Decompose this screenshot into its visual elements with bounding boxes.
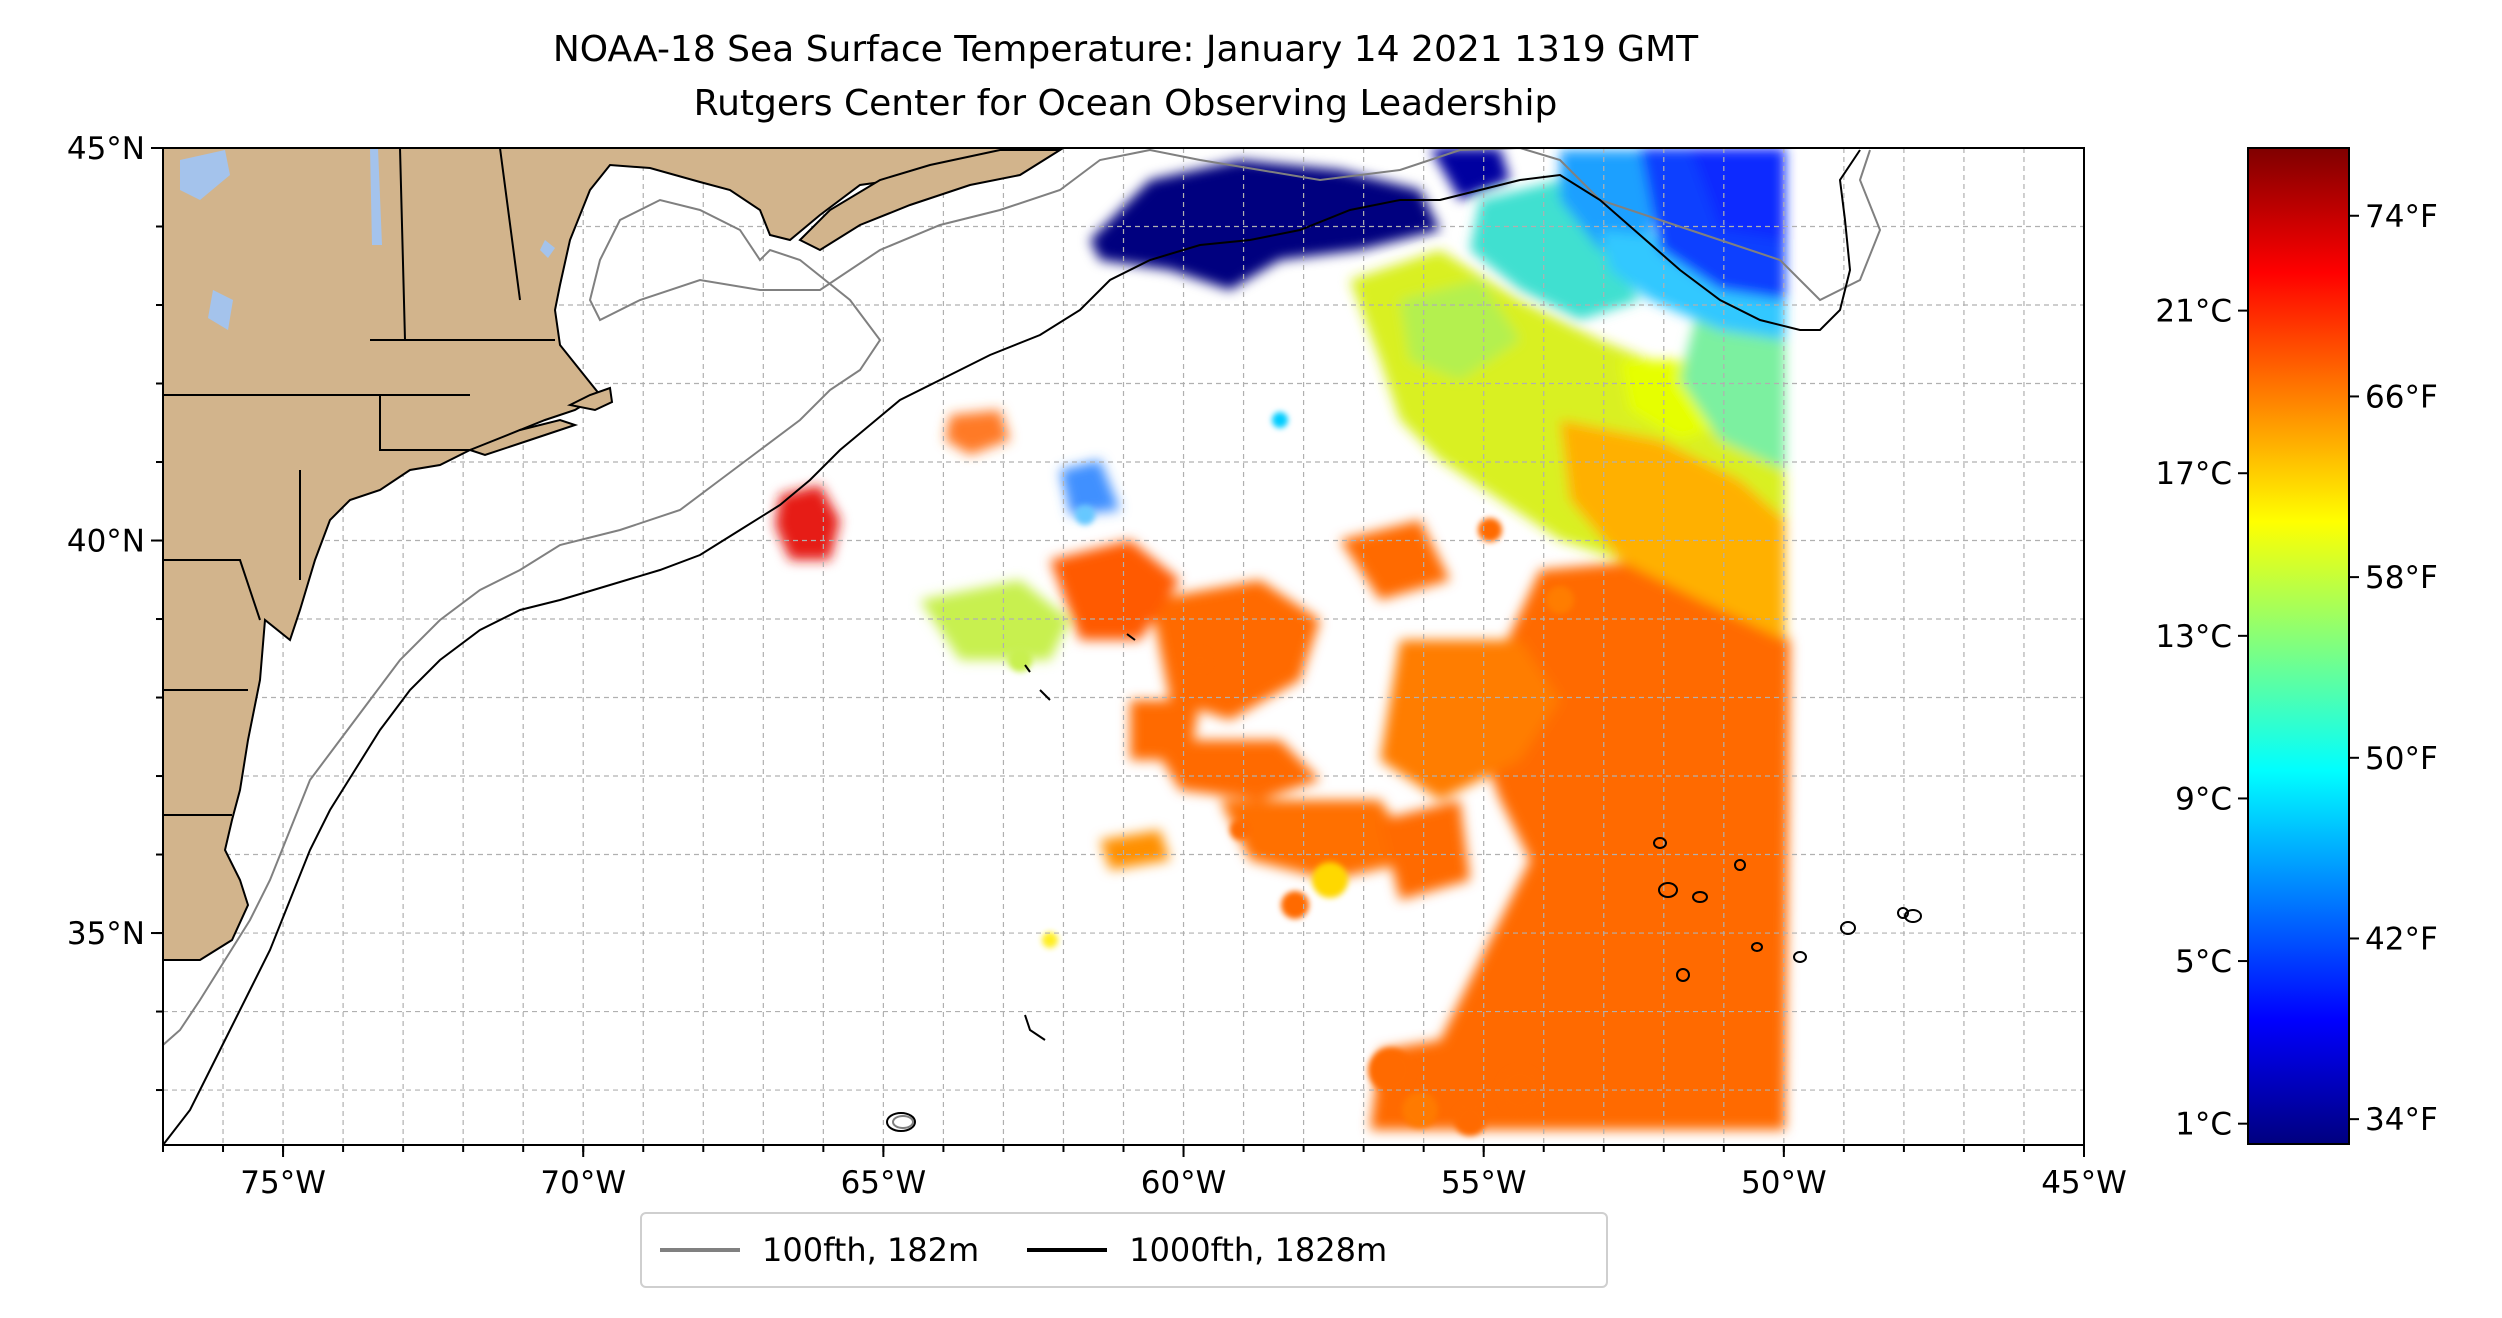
fahrenheit-tick-label: 58°F [2365, 560, 2438, 596]
celsius-tick-label: 1°C [2175, 1107, 2232, 1143]
legend-item-1000fth: 1000fth, 1828m [1027, 1231, 1387, 1269]
sst-data-layer [775, 148, 1790, 1136]
legend-label-100fth: 100fth, 182m [762, 1231, 980, 1269]
lat-tick-label: 40°N [67, 524, 145, 560]
lon-tick-label: 50°W [1741, 1165, 1827, 1201]
fahrenheit-tick-label: 34°F [2365, 1102, 2438, 1138]
colorbar-celsius-ticks: 1°C 5°C 9°C 13°C 17°C 21°C [2155, 294, 2248, 1143]
land-layer [163, 148, 1064, 961]
isobath-legend: 100fth, 182m 1000fth, 1828m [640, 1212, 1608, 1288]
celsius-tick-label: 21°C [2155, 294, 2232, 330]
legend-line-100fth [660, 1248, 740, 1252]
colorbar-fahrenheit-ticks: 34°F 42°F 50°F 58°F 66°F 74°F [2349, 199, 2438, 1138]
map-title: NOAA-18 Sea Surface Temperature: January… [552, 29, 1699, 70]
fahrenheit-tick-label: 42°F [2365, 921, 2438, 957]
map-subtitle: Rutgers Center for Ocean Observing Leade… [693, 83, 1558, 124]
fahrenheit-tick-label: 50°F [2365, 741, 2438, 777]
lat-tick-label: 45°N [67, 131, 145, 167]
fahrenheit-tick-label: 66°F [2365, 379, 2438, 415]
legend-label-1000fth: 1000fth, 1828m [1129, 1231, 1388, 1269]
legend-item-100fth: 100fth, 182m [660, 1231, 979, 1269]
isobath-100fth [163, 148, 1882, 1046]
lon-tick-label: 75°W [240, 1165, 326, 1201]
lon-tick-label: 55°W [1441, 1165, 1527, 1201]
lon-tick-label: 65°W [841, 1165, 927, 1201]
map-axes: 75°W 70°W 65°W 60°W 55°W 50°W 45°W 45°N 40°N 35°N [67, 131, 2127, 1201]
celsius-tick-label: 13°C [2155, 619, 2232, 655]
isobath-lines [163, 148, 1922, 1145]
legend-line-1000fth [1027, 1248, 1108, 1252]
colorbar-gradient [2247, 147, 2350, 1145]
fahrenheit-tick-label: 74°F [2365, 199, 2438, 235]
lat-tick-label: 35°N [67, 916, 145, 952]
isobath-1000fth [163, 149, 1861, 1145]
celsius-tick-label: 5°C [2175, 944, 2232, 980]
lon-tick-label: 45°W [2041, 1165, 2127, 1201]
lon-tick-label: 70°W [540, 1165, 626, 1201]
celsius-tick-label: 17°C [2155, 456, 2232, 492]
lon-tick-label: 60°W [1141, 1165, 1227, 1201]
colorbar: 1°C 5°C 9°C 13°C 17°C 21°C 34°F 42°F 50°F 58°F 66… [2155, 147, 2438, 1145]
celsius-tick-label: 9°C [2175, 781, 2232, 817]
